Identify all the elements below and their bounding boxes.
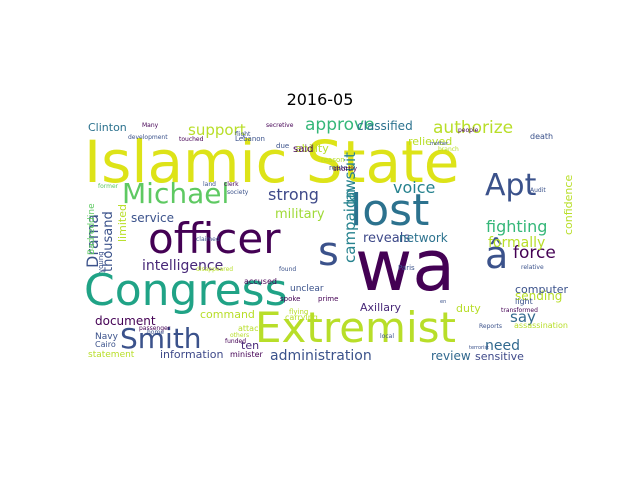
word-disappeared: disappeared xyxy=(196,266,233,273)
word-minister: minister xyxy=(230,350,264,359)
word-computer: computer xyxy=(515,283,569,296)
word-land: land xyxy=(203,181,216,188)
word-intelligence: intelligence xyxy=(142,258,223,274)
word-home: home xyxy=(147,329,164,336)
word-information: information xyxy=(160,348,224,361)
word-drama: Drama xyxy=(83,214,102,268)
word-assassination: assassination xyxy=(514,321,568,330)
word-limited: limited xyxy=(116,204,129,242)
word-funded: funded xyxy=(225,338,246,345)
word-branch: branch xyxy=(438,146,459,153)
word-young: young xyxy=(97,251,105,273)
word-light: light xyxy=(515,297,533,306)
word-need: need xyxy=(485,338,520,354)
word-passenger: passenger xyxy=(139,325,171,332)
word-said: said xyxy=(293,144,313,155)
word-formally: formally xyxy=(488,235,545,251)
chart-title: 2016-05 xyxy=(286,90,354,109)
word-development: development xyxy=(128,134,168,141)
word-confidence: confidence xyxy=(562,175,575,235)
word-support: support xyxy=(188,121,246,139)
word-say: say xyxy=(510,308,536,326)
word-congress: Congress xyxy=(84,265,288,316)
word-unclear: unclear xyxy=(290,284,324,294)
word-relative: relative xyxy=(521,264,544,271)
word-mother: mother xyxy=(430,141,449,147)
word-secretive: secretive xyxy=(266,122,294,129)
word-duty: duty xyxy=(456,302,481,315)
word-voice: voice xyxy=(393,178,435,197)
word-campaign: campaign xyxy=(341,189,359,263)
word-fighting: fighting xyxy=(486,217,547,236)
word-administration: administration xyxy=(270,348,372,364)
word-found: found xyxy=(279,266,296,273)
word-authorize: authorize xyxy=(433,118,513,138)
word-michael: Michael xyxy=(122,177,229,210)
word-classified: classified xyxy=(357,119,413,133)
word-review: review xyxy=(431,349,471,363)
word-statement: statement xyxy=(88,350,135,360)
word-clerk: clerk xyxy=(224,181,239,188)
word-attack: attack xyxy=(238,324,263,333)
word-touched: touched xyxy=(179,136,204,143)
word-reveals: reveals xyxy=(363,231,410,246)
word-death: death xyxy=(530,132,553,141)
word-lebanon: Lebanon xyxy=(235,135,265,143)
word-flight: flight xyxy=(235,131,251,138)
word-apt: Apt xyxy=(485,168,537,203)
word-audit: Audit xyxy=(530,187,546,194)
word-route: route xyxy=(329,164,348,172)
word-many: Many xyxy=(142,122,159,129)
word-clinton: Clinton xyxy=(88,121,127,134)
word-shortly: shortly xyxy=(333,165,357,173)
word-carrying: carrying xyxy=(285,313,318,322)
word-cairo: Cairo xyxy=(95,340,116,349)
word-officer: officer xyxy=(148,214,281,263)
word-extremist: Extremist xyxy=(255,303,456,352)
word-prime: prime xyxy=(318,295,338,303)
word-s: s xyxy=(318,229,339,275)
word-lawsuit: lawsuit xyxy=(341,152,359,205)
word-islamic-state: Islamic State xyxy=(84,128,459,196)
word-terrorist: terrorist xyxy=(469,345,489,351)
word-sensitive: sensitive xyxy=(475,350,524,363)
word-spoke: spoke xyxy=(280,295,300,303)
word-relieved: relieved xyxy=(408,135,452,148)
word-strong: strong xyxy=(268,185,319,204)
word-paris: Paris xyxy=(398,264,415,272)
word-smith: Smith xyxy=(120,322,202,355)
word-service: service xyxy=(131,211,174,225)
word-reports: Reports xyxy=(479,323,502,330)
word-others: others xyxy=(230,332,249,339)
word-lost: lost xyxy=(350,185,429,236)
word-reason: reason xyxy=(321,156,345,164)
word-people: people xyxy=(458,127,479,134)
word-claimed: claimed xyxy=(196,236,220,243)
word-due: due xyxy=(276,142,289,150)
word-badreddine: Badreddine xyxy=(87,203,97,255)
word-transformed: transformed xyxy=(501,307,538,314)
word-flying: flying xyxy=(289,308,308,316)
word-network: network xyxy=(399,231,448,245)
word-navy: Navy xyxy=(95,332,119,342)
word-society: society xyxy=(227,189,249,196)
word-sending: sending xyxy=(515,289,562,303)
word-military: military xyxy=(275,207,325,222)
word-command: command xyxy=(200,308,255,321)
word-force: force xyxy=(513,243,556,263)
word-ability: ability xyxy=(295,142,329,155)
word-en: en xyxy=(440,299,446,305)
word-axillary: Axillary xyxy=(360,301,401,314)
word-approve: approve xyxy=(305,115,375,135)
word-thousand: thousand xyxy=(101,211,116,272)
word-document: document xyxy=(95,314,156,328)
word-accused: accused xyxy=(244,277,277,286)
word--: â xyxy=(485,233,508,277)
word-local: local xyxy=(380,333,394,340)
word-wa: wa xyxy=(355,225,455,307)
word-former: former xyxy=(98,183,119,190)
word-ten: ten xyxy=(241,339,259,352)
